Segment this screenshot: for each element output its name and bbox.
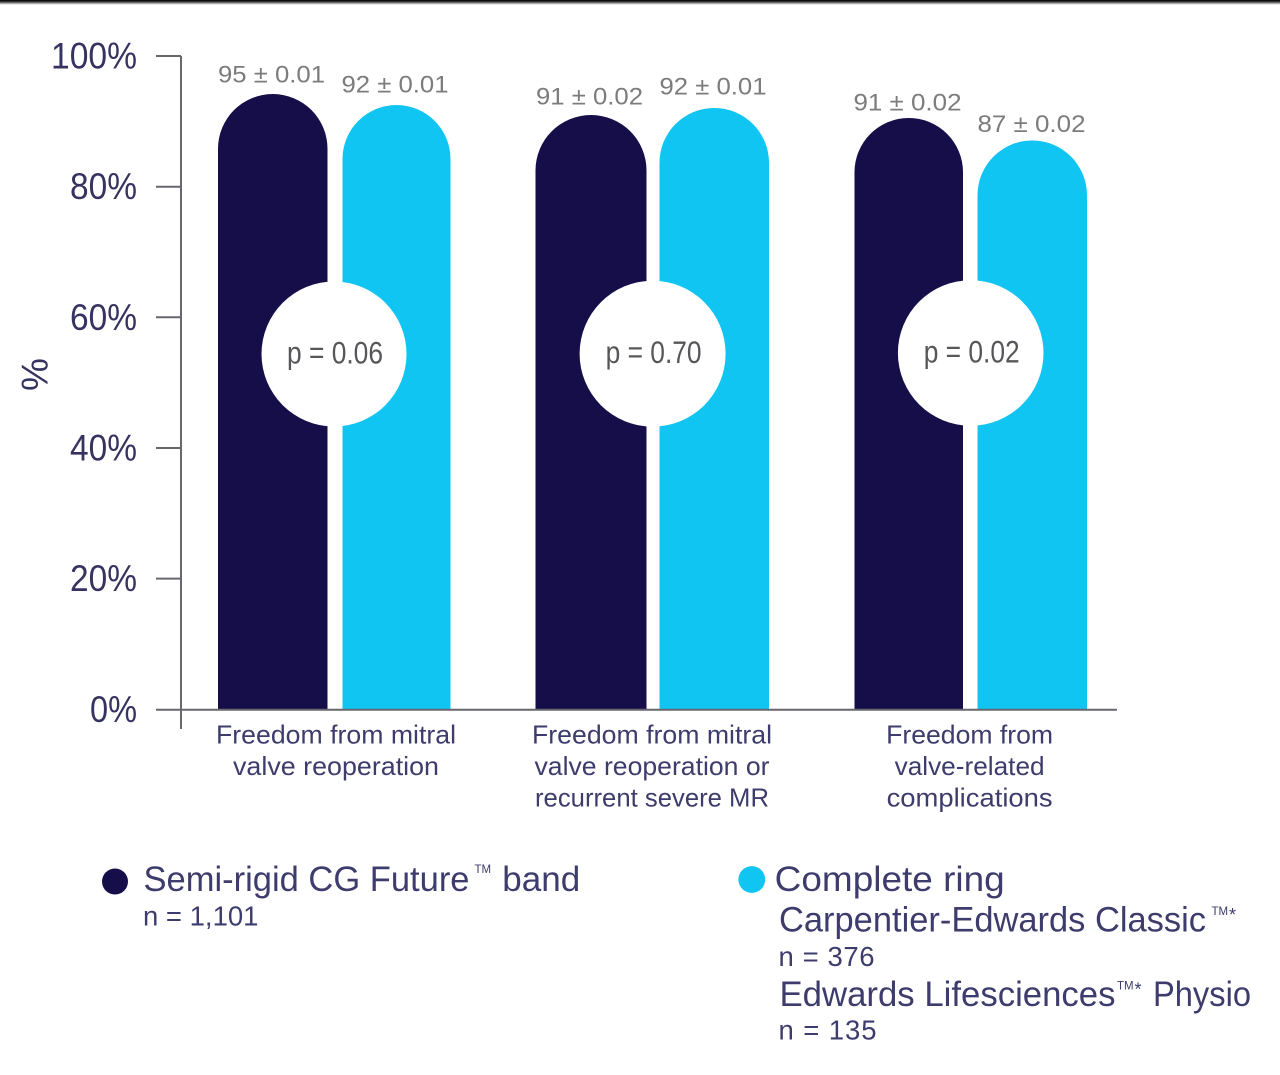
svg-text:n = 1,101: n = 1,101 xyxy=(143,901,258,932)
svg-text:100%: 100% xyxy=(51,36,137,77)
svg-text:valve reoperation: valve reoperation xyxy=(233,751,439,781)
svg-text:%: % xyxy=(15,358,56,391)
svg-text:92 ± 0.01: 92 ± 0.01 xyxy=(660,74,767,101)
svg-text:band: band xyxy=(502,860,580,899)
svg-text:n = 135: n = 135 xyxy=(779,1015,877,1046)
svg-text:Edwards Lifesciences: Edwards Lifesciences xyxy=(780,975,1116,1014)
svg-text:Semi-rigid CG Future: Semi-rigid CG Future xyxy=(144,860,470,899)
svg-text:*: * xyxy=(1135,980,1142,1000)
svg-text:Freedom from mitral: Freedom from mitral xyxy=(216,720,456,750)
svg-text:60%: 60% xyxy=(70,297,137,338)
svg-text:20%: 20% xyxy=(70,558,137,599)
svg-text:n = 376: n = 376 xyxy=(779,941,875,972)
svg-text:40%: 40% xyxy=(70,428,137,469)
svg-text:95 ± 0.01: 95 ± 0.01 xyxy=(218,61,325,88)
svg-text:Physio: Physio xyxy=(1153,975,1251,1014)
svg-text:91 ± 0.02: 91 ± 0.02 xyxy=(536,84,643,111)
svg-text:91 ± 0.02: 91 ± 0.02 xyxy=(854,90,962,117)
svg-text:87 ± 0.02: 87 ± 0.02 xyxy=(978,111,1086,138)
svg-text:92 ± 0.01: 92 ± 0.01 xyxy=(342,71,449,98)
svg-text:Complete ring: Complete ring xyxy=(775,860,1005,899)
svg-text:TM: TM xyxy=(1212,906,1229,918)
svg-text:Freedom from: Freedom from xyxy=(886,720,1053,750)
svg-text:80%: 80% xyxy=(70,166,137,207)
svg-text:valve reoperation or: valve reoperation or xyxy=(535,751,770,781)
svg-text:0%: 0% xyxy=(90,689,137,730)
svg-text:complications: complications xyxy=(887,783,1053,813)
svg-text:Freedom from mitral: Freedom from mitral xyxy=(532,720,772,750)
svg-text:valve-related: valve-related xyxy=(895,751,1045,781)
svg-text:p = 0.70: p = 0.70 xyxy=(606,334,702,370)
svg-text:TM: TM xyxy=(1117,981,1134,993)
svg-text:TM: TM xyxy=(475,864,492,876)
svg-text:p = 0.06: p = 0.06 xyxy=(287,335,383,371)
svg-text:*: * xyxy=(1229,905,1236,925)
svg-text:p = 0.02: p = 0.02 xyxy=(924,334,1020,370)
svg-text:recurrent severe MR: recurrent severe MR xyxy=(535,783,769,813)
svg-text:Carpentier-Edwards Classic: Carpentier-Edwards Classic xyxy=(779,901,1206,940)
